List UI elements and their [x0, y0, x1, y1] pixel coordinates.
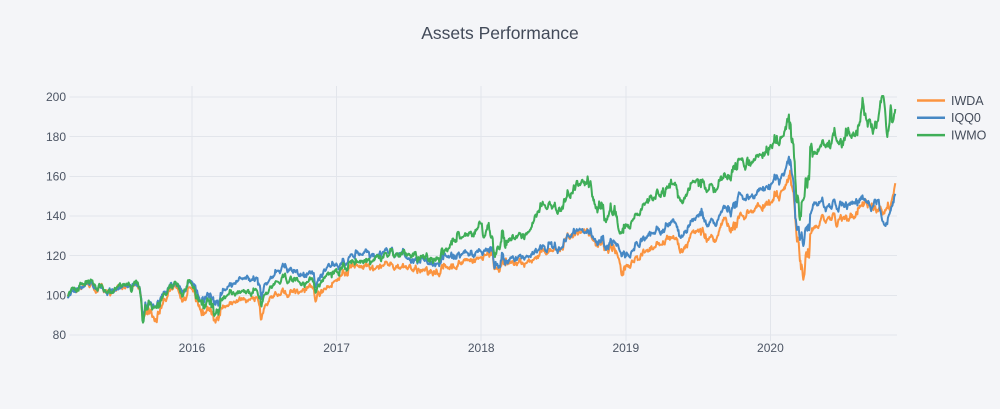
svg-text:2017: 2017	[323, 341, 350, 355]
svg-text:80: 80	[53, 328, 67, 342]
svg-text:180: 180	[46, 130, 66, 144]
svg-text:160: 160	[46, 170, 66, 184]
svg-text:100: 100	[46, 289, 66, 303]
svg-text:Assets Performance: Assets Performance	[421, 23, 579, 43]
svg-text:IWMO: IWMO	[951, 128, 987, 142]
svg-text:120: 120	[46, 249, 66, 263]
svg-text:IQQ0: IQQ0	[951, 111, 981, 125]
svg-text:140: 140	[46, 209, 66, 223]
svg-text:2016: 2016	[179, 341, 206, 355]
svg-text:2018: 2018	[468, 341, 495, 355]
svg-text:2020: 2020	[757, 341, 784, 355]
svg-text:2019: 2019	[612, 341, 639, 355]
svg-text:200: 200	[46, 90, 66, 104]
svg-text:IWDA: IWDA	[951, 94, 984, 108]
